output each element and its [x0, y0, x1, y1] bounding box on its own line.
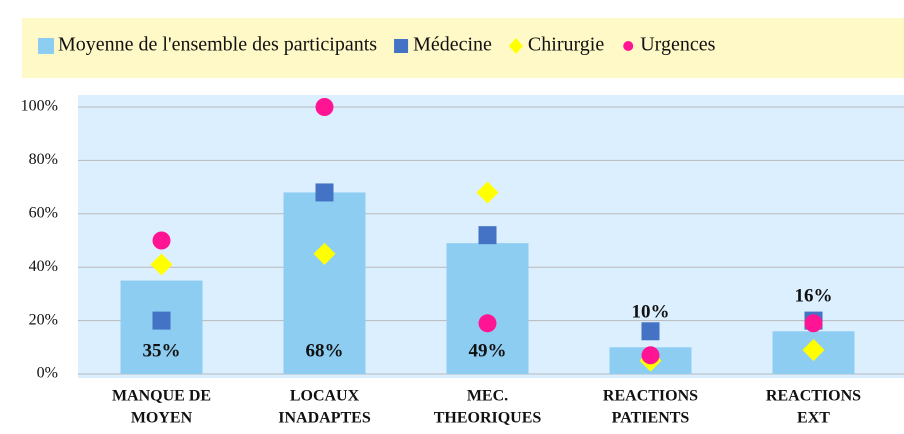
marker-diamond — [476, 181, 499, 204]
legend-label: Urgences — [640, 34, 715, 56]
value-label: 16% — [795, 286, 833, 307]
y-tick-label: 40% — [29, 258, 58, 275]
marker-diamond — [313, 242, 336, 265]
legend-swatch — [508, 38, 523, 54]
legend-label: Moyenne de l'ensemble des participants — [58, 34, 377, 56]
marker-diamond — [802, 338, 825, 361]
marker-circle — [315, 98, 334, 116]
value-label: 68% — [306, 340, 344, 361]
x-tick-label: THEORIQUES — [434, 410, 542, 427]
x-tick-label: MEC. — [467, 388, 508, 405]
legend-label: Chirurgie — [528, 34, 604, 56]
x-tick-label: MANQUE DE — [112, 388, 211, 405]
x-tick-label: INADAPTES — [278, 410, 371, 427]
y-tick-label: 100% — [21, 98, 58, 115]
x-tick-label: LOCAUX — [290, 388, 360, 405]
legend-swatch — [38, 38, 54, 54]
x-tick-label: REACTIONS — [603, 388, 698, 405]
y-tick-label: 60% — [29, 204, 58, 221]
legend-swatch — [623, 41, 634, 51]
x-tick-label: MOYEN — [131, 410, 193, 427]
marker-circle — [478, 314, 497, 333]
y-tick-label: 80% — [29, 151, 58, 168]
marker-square — [641, 322, 660, 341]
value-label: 35% — [143, 340, 181, 361]
y-tick-label: 20% — [29, 311, 58, 328]
legend-label: Médecine — [413, 34, 492, 56]
marker-diamond — [150, 253, 173, 276]
x-tick-label: EXT — [797, 410, 830, 427]
marker-circle — [152, 231, 171, 250]
value-label: 10% — [632, 302, 670, 323]
x-tick-label: PATIENTS — [612, 410, 690, 427]
legend-swatch — [394, 39, 409, 53]
marker-circle — [641, 346, 660, 365]
value-label: 49% — [469, 340, 507, 361]
x-tick-label: REACTIONS — [766, 388, 861, 405]
marker-circle — [804, 314, 823, 333]
bar — [283, 192, 366, 374]
marker-square — [315, 183, 334, 202]
y-tick-label: 0% — [37, 365, 58, 382]
marker-square — [478, 226, 497, 245]
legend-background — [22, 18, 904, 78]
bar — [446, 243, 529, 374]
marker-square — [152, 311, 171, 330]
